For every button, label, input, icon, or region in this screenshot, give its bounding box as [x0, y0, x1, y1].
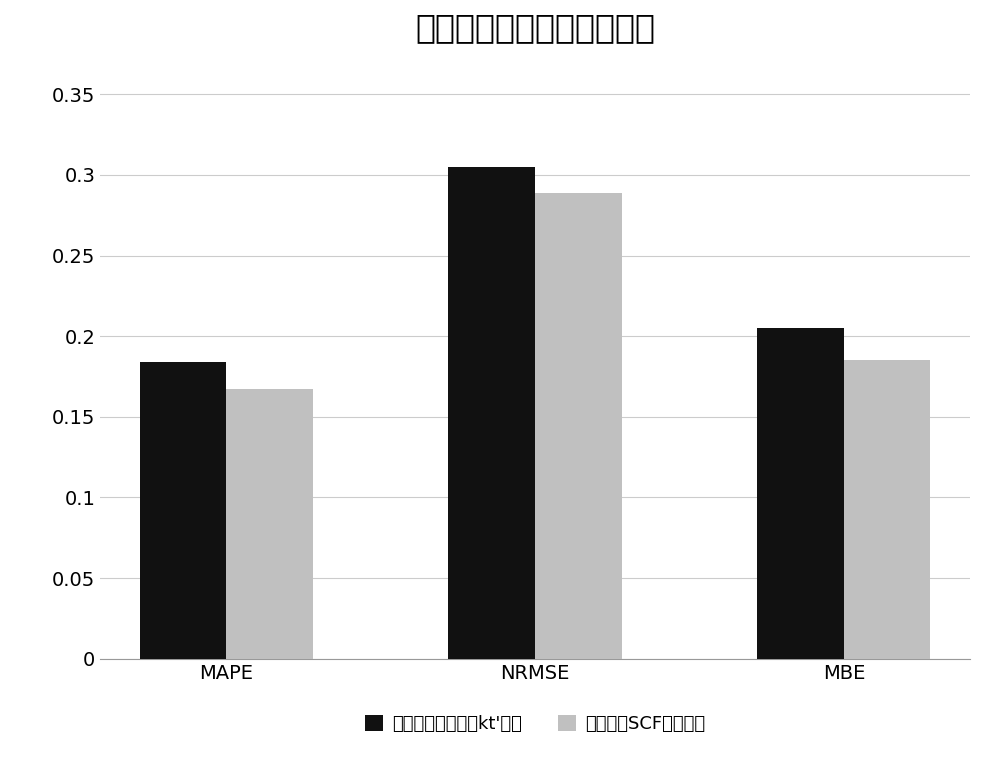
Legend: 天气类型单一指标kt'划分, 天气类型SCF指标划分: 天气类型单一指标kt'划分, 天气类型SCF指标划分 — [365, 715, 705, 733]
Bar — [226, 389, 313, 659]
Bar — [535, 193, 622, 659]
Bar — [140, 362, 226, 659]
Bar — [448, 167, 535, 659]
Title: 斜面辐射预测结果误差对比: 斜面辐射预测结果误差对比 — [415, 11, 655, 44]
Bar — [757, 328, 844, 659]
Bar — [844, 360, 930, 659]
